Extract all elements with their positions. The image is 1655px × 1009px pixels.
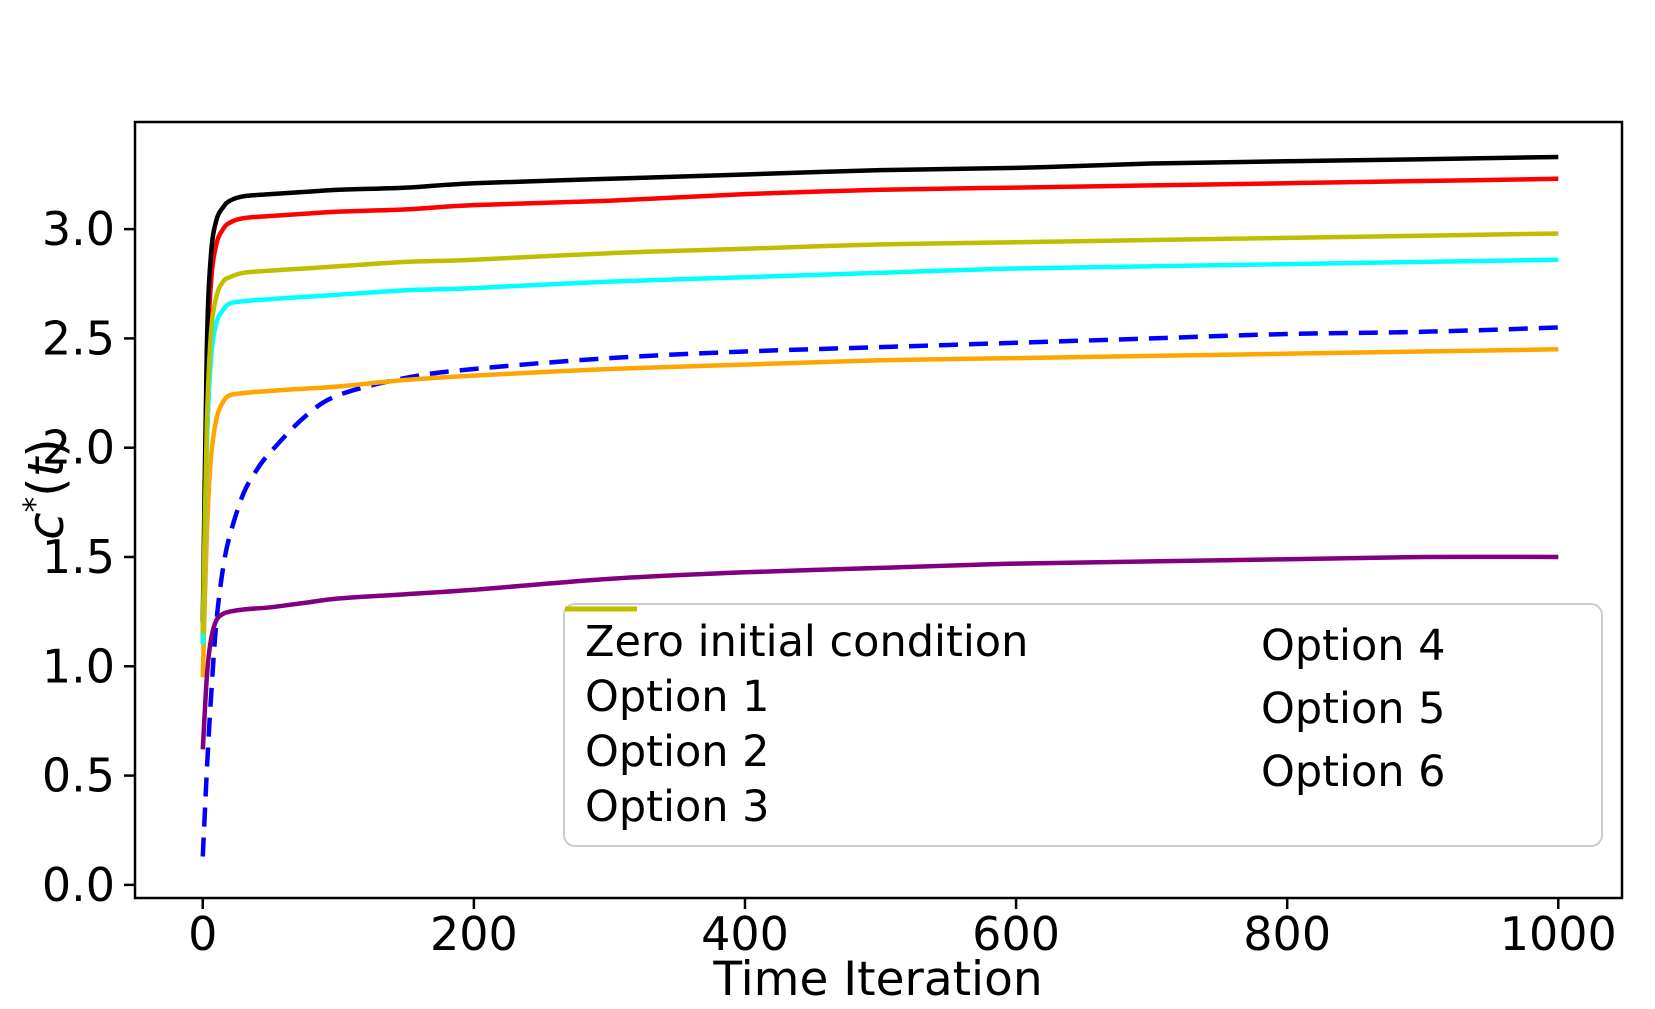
ylabel-open-paren: (: [17, 477, 75, 497]
legend-item-option-4: Option 4: [565, 606, 1591, 678]
ylabel-sup: *: [17, 496, 54, 513]
x-tick-label: 800: [1243, 907, 1331, 961]
legend-label: Option 6: [1261, 747, 1446, 797]
ylabel-close-paren: ): [17, 438, 75, 458]
legend-item-option-6: Option 6: [565, 606, 1591, 804]
legend-column-2: Option 4 Option 5 Option 6: [565, 606, 1591, 835]
x-tick-label: 200: [430, 907, 518, 961]
legend-item-option-5: Option 5: [565, 606, 1591, 741]
legend-label: Option 1: [585, 672, 770, 722]
series-line-option-6: [200, 231, 1559, 634]
ylabel-base: c: [17, 512, 75, 540]
x-axis-label: Time Iteration: [713, 952, 1043, 1007]
series-line-option-3: [200, 347, 1559, 678]
series-line-option-4: [200, 554, 1559, 750]
x-tick-label: 1000: [1500, 907, 1617, 961]
y-tick-label: 1.5: [42, 530, 115, 584]
legend-item-option-2: Option 2: [565, 606, 1261, 780]
legend-label: Option 5: [1261, 684, 1446, 734]
legend-swatch-line: [565, 606, 637, 612]
series-line-zero-initial-condition: [200, 325, 1559, 857]
x-tick-label: 400: [701, 907, 789, 961]
legend-label: Option 2: [585, 727, 770, 777]
legend-column-1: Zero initial condition Option 1 Option 2 Op…: [565, 606, 1261, 835]
legend-label: Option 3: [585, 782, 770, 832]
y-tick-label: 3.0: [42, 202, 115, 256]
series-line-option-1: [200, 176, 1559, 645]
x-tick-label: 0: [188, 907, 217, 961]
y-tick-label: 1.0: [42, 639, 115, 693]
y-tick-label: 0.0: [42, 858, 115, 912]
legend-item-option-1: Option 1: [565, 606, 1261, 725]
y-tick-label: 0.5: [42, 749, 115, 803]
y-axis-label: c*(t): [17, 438, 75, 540]
ylabel-var: t: [17, 457, 75, 478]
legend-label: Zero initial condition: [585, 617, 1029, 667]
series-line-option-5: [200, 257, 1559, 645]
legend-label: Option 4: [1261, 621, 1446, 671]
y-tick-label: 2.0: [42, 421, 115, 475]
legend-item-option-3: Option 3: [565, 606, 1261, 835]
x-tick-label: 600: [972, 907, 1060, 961]
y-tick-label: 2.5: [42, 311, 115, 365]
legend-item-zero-initial-condition: Zero initial condition: [565, 606, 1261, 670]
axes-spines: [133, 120, 1624, 900]
series-line-option-2: [200, 154, 1559, 623]
legend: Zero initial condition Option 1 Option 2 Op…: [563, 603, 1603, 847]
